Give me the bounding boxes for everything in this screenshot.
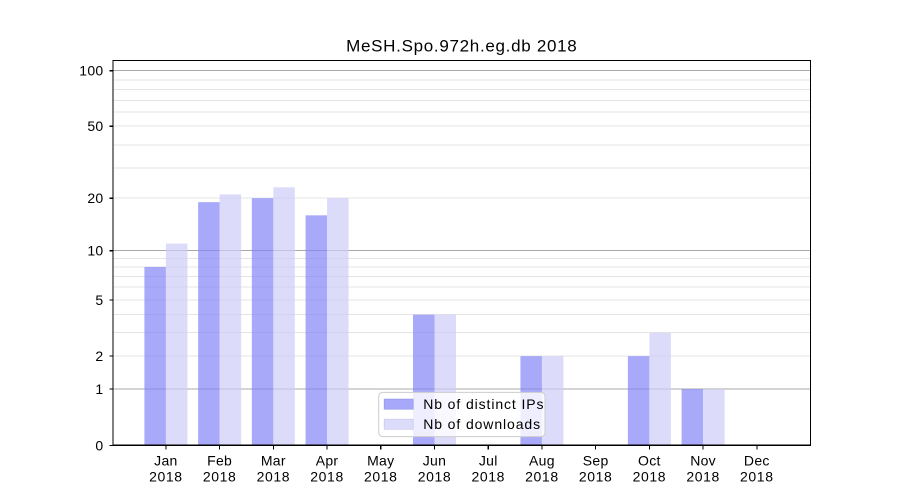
svg-text:Nb of distinct IPs: Nb of distinct IPs bbox=[423, 396, 544, 412]
svg-text:2018: 2018 bbox=[633, 468, 667, 484]
svg-text:2018: 2018 bbox=[203, 468, 237, 484]
svg-text:2018: 2018 bbox=[310, 468, 344, 484]
svg-text:2: 2 bbox=[95, 348, 103, 364]
svg-text:2018: 2018 bbox=[418, 468, 452, 484]
svg-text:0: 0 bbox=[95, 437, 103, 453]
svg-text:2018: 2018 bbox=[740, 468, 774, 484]
svg-text:5: 5 bbox=[95, 292, 103, 308]
svg-text:MeSH.Spo.972h.eg.db 2018: MeSH.Spo.972h.eg.db 2018 bbox=[346, 37, 577, 56]
svg-text:Sep: Sep bbox=[583, 452, 609, 468]
svg-text:Dec: Dec bbox=[744, 452, 770, 468]
svg-text:2018: 2018 bbox=[257, 468, 291, 484]
svg-text:2018: 2018 bbox=[149, 468, 183, 484]
svg-text:Apr: Apr bbox=[316, 452, 339, 468]
svg-text:2018: 2018 bbox=[525, 468, 559, 484]
svg-text:Mar: Mar bbox=[261, 452, 286, 468]
svg-text:50: 50 bbox=[87, 118, 103, 134]
svg-text:Nov: Nov bbox=[690, 452, 716, 468]
svg-text:2018: 2018 bbox=[579, 468, 613, 484]
svg-text:20: 20 bbox=[87, 190, 103, 206]
svg-text:100: 100 bbox=[79, 63, 103, 79]
svg-text:May: May bbox=[367, 452, 394, 468]
svg-text:1: 1 bbox=[95, 381, 103, 397]
svg-text:10: 10 bbox=[87, 243, 103, 259]
svg-text:Jan: Jan bbox=[154, 452, 177, 468]
svg-text:2018: 2018 bbox=[686, 468, 720, 484]
svg-text:Nb of downloads: Nb of downloads bbox=[423, 416, 541, 432]
svg-text:Aug: Aug bbox=[529, 452, 555, 468]
svg-text:2018: 2018 bbox=[364, 468, 398, 484]
svg-text:Jun: Jun bbox=[423, 452, 446, 468]
svg-text:2018: 2018 bbox=[471, 468, 505, 484]
svg-text:Oct: Oct bbox=[638, 452, 661, 468]
svg-text:Feb: Feb bbox=[207, 452, 232, 468]
svg-text:Jul: Jul bbox=[479, 452, 498, 468]
